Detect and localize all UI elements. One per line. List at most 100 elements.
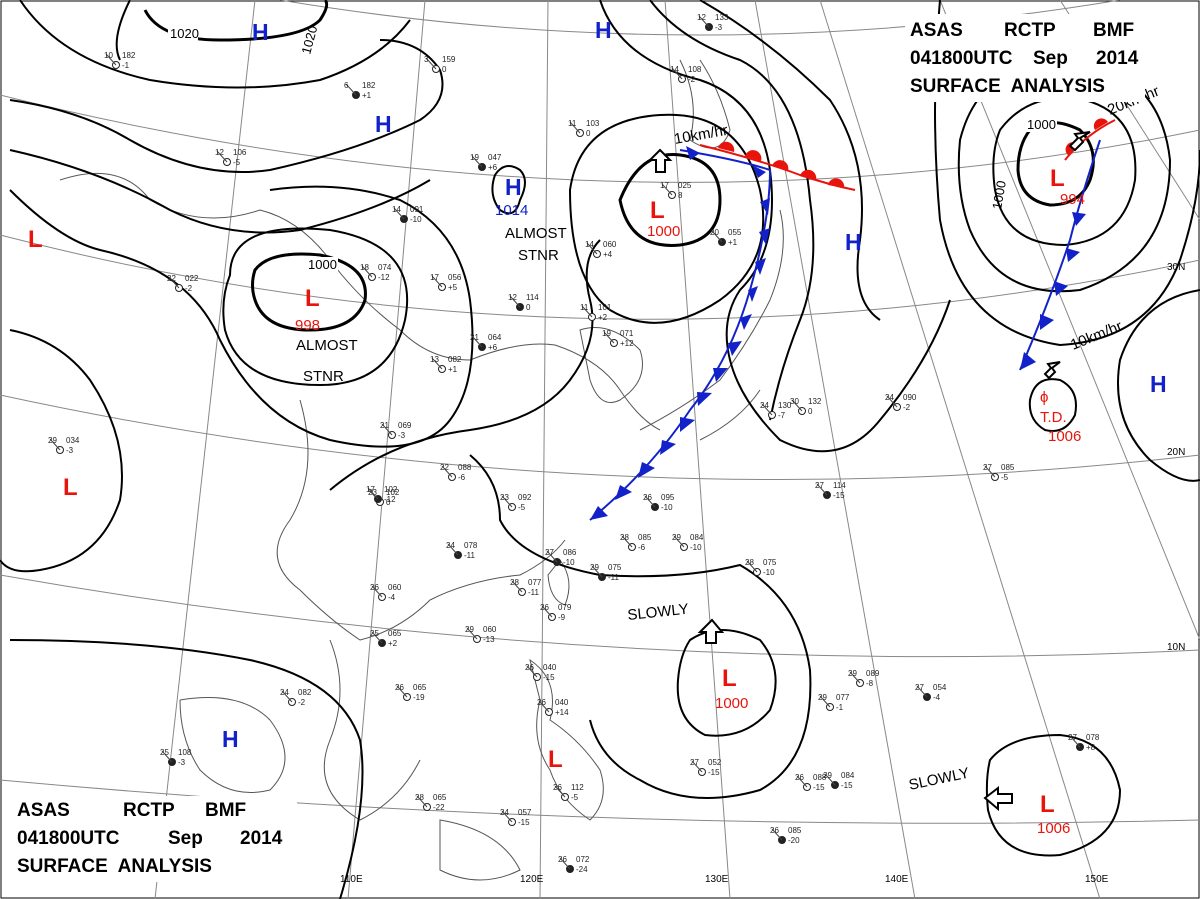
station-pressure: 085 (788, 826, 802, 835)
station-plot: 14 091-10 (392, 205, 424, 224)
station-temp: 14 (585, 240, 594, 249)
wind-barb-icon (501, 810, 513, 823)
station-pressure: 084 (841, 771, 855, 780)
station-pressure: 064 (488, 333, 502, 342)
station-tendency: 8 (678, 191, 683, 200)
station-temp: 17 (430, 273, 439, 282)
isobar (568, 113, 765, 324)
station-pressure: 114 (833, 481, 846, 490)
isobar (9, 149, 431, 234)
header-bottom: ASAS RCTP BMF 041800UTC Sep 2014 SURFACE… (12, 796, 297, 882)
front-bump (1093, 118, 1108, 130)
station-temp: 27 (690, 758, 699, 767)
low-center-label: L (1050, 165, 1065, 192)
station-pressure: 040 (543, 663, 557, 672)
wind-barb-icon (621, 535, 633, 548)
station-temp: 19 (602, 329, 611, 338)
header-year: 2014 (1096, 48, 1139, 69)
wind-barb-icon (711, 230, 723, 243)
station-plot: 26 079-9 (540, 603, 572, 622)
station-pressure: 095 (661, 493, 675, 502)
header-top: ASAS RCTP BMF 041800UTC Sep 2014 SURFACE… (905, 14, 1145, 102)
lat-label: 10N (1167, 642, 1185, 653)
wind-barb-icon (671, 67, 683, 80)
station-pressure: 052 (708, 758, 722, 767)
station-pressure: 056 (448, 273, 462, 282)
coast-bay (179, 697, 286, 793)
lat-line (0, 94, 1200, 183)
header-time: 041800UTC (910, 48, 1013, 69)
isobar (9, 39, 444, 173)
station-pressure: 034 (66, 436, 80, 445)
station-plot: 12 133-3 (697, 13, 729, 32)
wind-barb-icon (849, 671, 861, 684)
station-pressure: 065 (413, 683, 427, 692)
station-tendency: +1 (362, 91, 372, 100)
isobar-label: 1020 (298, 24, 320, 56)
station-tendency: -12 (384, 495, 396, 504)
lon-label: 110E (340, 874, 363, 885)
lon-line (154, 0, 256, 899)
station-plot: 26 065-19 (395, 683, 427, 702)
wind-barb-icon (673, 535, 685, 548)
station-temp: 6 (344, 81, 349, 90)
station-plot: 22 088-6 (440, 463, 472, 482)
station-temp: 29 (48, 436, 57, 445)
station-pressure: 047 (488, 153, 502, 162)
isobar (1117, 289, 1200, 482)
station-tendency: -4 (388, 593, 396, 602)
header-title: SURFACE ANALYSIS (910, 76, 1105, 97)
station-temp: 27 (545, 548, 554, 557)
wind-barb-icon (161, 750, 173, 763)
annotation-text: SLOWLY (627, 601, 690, 624)
station-pressure: 078 (1086, 733, 1100, 742)
station-pressure: 089 (866, 669, 880, 678)
station-tendency: -5 (571, 793, 579, 802)
front-tooth (680, 417, 695, 432)
station-plot: 26 040-15 (525, 663, 557, 682)
station-plot: 24 057-15 (500, 808, 532, 827)
station-tendency: -10 (410, 215, 422, 224)
station-plot: 26 095-10 (643, 493, 675, 512)
wind-barb-icon (441, 465, 453, 478)
station-tendency: +1 (448, 365, 458, 374)
station-tendency: +4 (603, 250, 613, 259)
station-pressure: 082 (298, 688, 312, 697)
station-tendency: -5 (1001, 473, 1009, 482)
station-tendency: -4 (933, 693, 941, 702)
station-temp: 26 (643, 493, 652, 502)
station-pressure: 132 (808, 397, 822, 406)
front-bump (718, 141, 735, 152)
station-plot: 18 074-12 (360, 263, 392, 282)
low-centers: L 998 L 1000 L 994 L 1000 L 1006 L L L (28, 165, 1085, 837)
isobar-td (1028, 378, 1077, 432)
annotation-text: STNR (518, 247, 559, 264)
station-temp: 26 (553, 783, 562, 792)
wind-barb-icon (361, 265, 373, 278)
station-temp: 3 (424, 55, 429, 64)
station-tendency: -3 (178, 758, 186, 767)
wind-barb-icon (1069, 735, 1081, 748)
station-tendency: -15 (518, 818, 530, 827)
station-temp: 29 (818, 693, 827, 702)
station-pressure: 040 (555, 698, 569, 707)
station-pressure: 101 (598, 303, 612, 312)
station-pressure: 071 (620, 329, 634, 338)
station-temp: 28 (415, 793, 424, 802)
station-pressure: 090 (903, 393, 917, 402)
wind-barb-icon (431, 357, 443, 370)
station-tendency: -15 (841, 781, 853, 790)
station-plot: 14 060+4 (585, 240, 617, 259)
station-temp: 17 (366, 485, 375, 494)
wind-barb-icon (168, 276, 180, 289)
wind-barb-icon (466, 627, 478, 640)
station-tendency: +8 (1086, 743, 1096, 752)
annotation-text: SLOWLY (907, 765, 971, 794)
station-tendency: -10 (763, 568, 775, 577)
isobar (599, 0, 951, 453)
station-pressure: 060 (388, 583, 402, 592)
station-tendency: -5 (233, 158, 241, 167)
header-code: BMF (1093, 20, 1134, 41)
